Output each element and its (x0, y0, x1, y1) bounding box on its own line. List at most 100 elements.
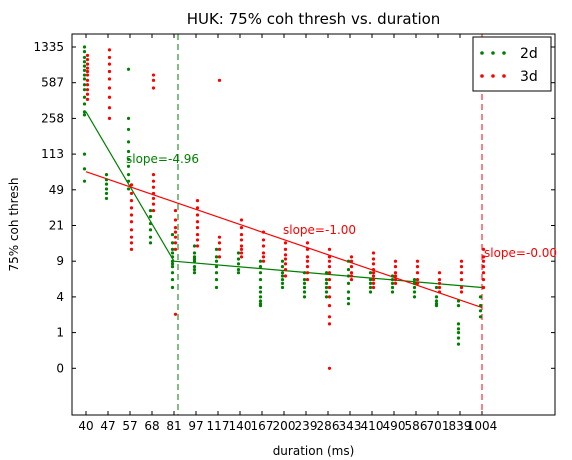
data-point-3d (371, 251, 376, 255)
data-point-2d (104, 187, 109, 191)
data-point-2d (346, 302, 351, 306)
x-tick-label: 839 (449, 419, 472, 433)
y-tick-label: 1335 (33, 40, 64, 54)
data-point-2d (82, 113, 87, 117)
legend-label-2d: 2d (520, 46, 538, 62)
data-point-3d (305, 277, 310, 282)
data-point-3d (283, 241, 288, 245)
data-point-3d (437, 281, 442, 285)
slope-label-2d: slope=-4.96 (126, 152, 199, 166)
data-point-3d (437, 277, 442, 282)
y-tick-label: 113 (41, 147, 64, 161)
x-tick-label: 286 (317, 419, 340, 433)
data-point-2d (346, 281, 351, 285)
x-tick-label: 140 (229, 419, 252, 433)
x-tick-label: 40 (78, 419, 93, 433)
data-point-3d (151, 202, 156, 206)
data-point-3d (151, 208, 156, 213)
data-point-3d (261, 230, 266, 234)
data-point-2d (390, 274, 395, 278)
data-point-2d (258, 295, 263, 299)
data-point-2d (412, 290, 417, 294)
data-point-2d (456, 336, 461, 340)
data-point-2d (236, 262, 241, 266)
data-point-3d (107, 48, 112, 52)
data-point-2d (170, 247, 175, 251)
data-point-2d (126, 187, 131, 191)
data-point-2d (390, 281, 395, 285)
y-tick-label: 49 (49, 183, 64, 197)
data-point-3d (151, 191, 156, 196)
data-point-3d (415, 259, 420, 263)
data-point-2d (82, 152, 87, 156)
y-tick-label: 9 (56, 254, 64, 268)
legend-dot-3d (480, 74, 484, 78)
data-point-3d (305, 247, 310, 251)
data-point-3d (481, 265, 486, 269)
x-tick-label: 1004 (467, 419, 498, 433)
legend: 2d 3d (472, 36, 552, 92)
data-point-3d (415, 281, 420, 285)
data-point-3d (173, 247, 178, 251)
y-tick-label: 21 (49, 219, 64, 233)
data-point-2d (390, 277, 395, 282)
data-point-3d (305, 259, 310, 263)
data-point-3d (283, 257, 288, 261)
data-point-2d (126, 67, 131, 71)
data-point-3d (481, 277, 486, 282)
legend-box (472, 36, 552, 92)
x-tick-label: 343 (339, 419, 362, 433)
data-point-3d (371, 274, 376, 278)
data-point-3d (107, 86, 112, 90)
data-point-2d (390, 290, 395, 294)
data-point-3d (107, 69, 112, 74)
data-point-3d (151, 185, 156, 189)
data-point-3d (239, 238, 244, 242)
data-point-2d (368, 271, 373, 275)
data-point-2d (412, 285, 417, 290)
legend-marker-3d (480, 74, 506, 78)
fit-line-layer (85, 111, 483, 309)
data-point-2d (148, 228, 153, 232)
x-tick-label: 81 (166, 419, 181, 433)
data-point-2d (82, 167, 87, 171)
data-point-2d (104, 178, 109, 182)
data-point-3d (85, 78, 90, 82)
data-point-2d (104, 191, 109, 196)
data-point-2d (126, 140, 131, 144)
data-point-2d (236, 267, 241, 272)
data-point-3d (85, 92, 90, 96)
data-point-2d (280, 285, 285, 290)
data-point-2d (324, 277, 329, 282)
data-point-2d (148, 241, 153, 245)
data-point-2d (302, 295, 307, 299)
data-point-2d (82, 88, 87, 92)
data-point-3d (195, 238, 200, 242)
y-tick-label: 587 (41, 76, 64, 90)
data-point-3d (173, 235, 178, 239)
data-point-2d (302, 290, 307, 294)
data-point-3d (481, 255, 486, 259)
data-point-3d (283, 274, 288, 278)
x-tick-label: 410 (361, 419, 384, 433)
data-point-3d (173, 226, 178, 230)
data-point-3d (173, 230, 178, 234)
x-tick-label: 586 (405, 419, 428, 433)
x-axis-title: duration (ms) (273, 444, 355, 458)
data-point-3d (129, 191, 134, 196)
data-point-3d (327, 247, 332, 251)
data-point-3d (129, 241, 134, 245)
data-point-2d (434, 299, 439, 303)
data-point-2d (104, 182, 109, 186)
data-point-2d (368, 277, 373, 282)
data-point-2d (82, 60, 87, 64)
data-point-2d (478, 315, 483, 319)
data-point-3d (195, 232, 200, 237)
data-point-3d (85, 66, 90, 70)
data-point-2d (104, 173, 109, 177)
data-point-2d (170, 265, 175, 269)
data-point-3d (481, 259, 486, 263)
data-point-2d (126, 173, 131, 177)
data-point-2d (214, 247, 219, 251)
